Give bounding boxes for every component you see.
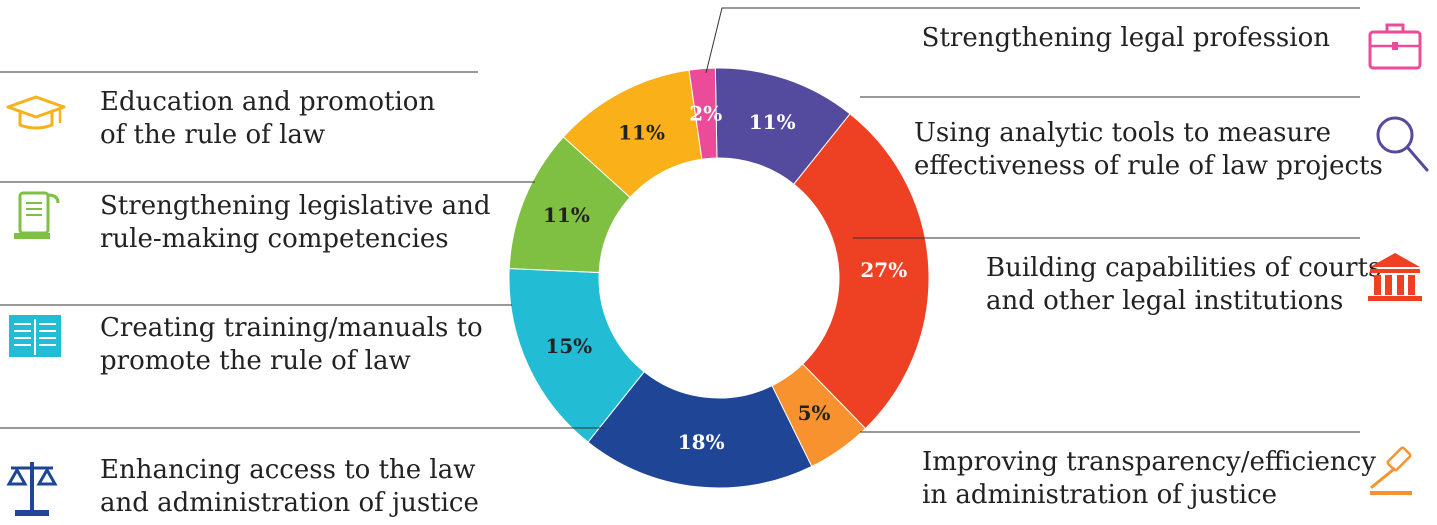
category-label-legislative: Strengthening legislative and rule-making… — [100, 191, 491, 254]
percent-label-transparency: 5% — [798, 401, 831, 425]
gavel-icon — [1370, 446, 1412, 495]
category-label-legal-profession: Strengthening legal profession — [922, 23, 1331, 53]
scroll-icon — [14, 191, 60, 239]
percent-label-courts: 27% — [860, 258, 907, 282]
category-label-courts: Building capabilities of courts and other… — [986, 253, 1381, 316]
slice-courts — [793, 113, 930, 430]
leader-line — [705, 7, 1360, 74]
category-label-analytic-tools: Using analytic tools to measure effective… — [914, 118, 1383, 181]
category-label-education: Education and promotion of the rule of la… — [100, 87, 435, 150]
category-icons — [6, 23, 1429, 516]
courthouse-icon — [1368, 253, 1422, 301]
scales-icon — [6, 462, 58, 516]
slice-access — [587, 371, 813, 489]
slice-legal-profession — [688, 67, 718, 160]
magnifier-icon — [1376, 116, 1429, 172]
percent-label-training: 15% — [545, 334, 592, 358]
manual-icon — [9, 315, 61, 357]
category-label-training: Creating training/manuals to promote the … — [100, 313, 483, 376]
percent-label-education: 11% — [618, 120, 665, 144]
percent-labels: 11% 27% 5% 18% 15% 11% 11% 2% — [543, 102, 907, 455]
graduation-cap-icon — [6, 95, 66, 130]
percent-label-access: 18% — [678, 430, 725, 454]
briefcase-icon — [1368, 23, 1422, 70]
category-label-access: Enhancing access to the law and administr… — [100, 455, 479, 518]
percent-label-legal-profession: 2% — [689, 102, 722, 126]
category-label-transparency: Improving transparency/efficiency in admi… — [922, 447, 1376, 510]
category-labels: Using analytic tools to measure effective… — [100, 23, 1383, 518]
leader-lines — [0, 7, 1360, 433]
percent-label-analytic-tools: 11% — [749, 110, 796, 134]
percent-label-legislative: 11% — [543, 203, 590, 227]
donut-slices — [508, 67, 930, 489]
